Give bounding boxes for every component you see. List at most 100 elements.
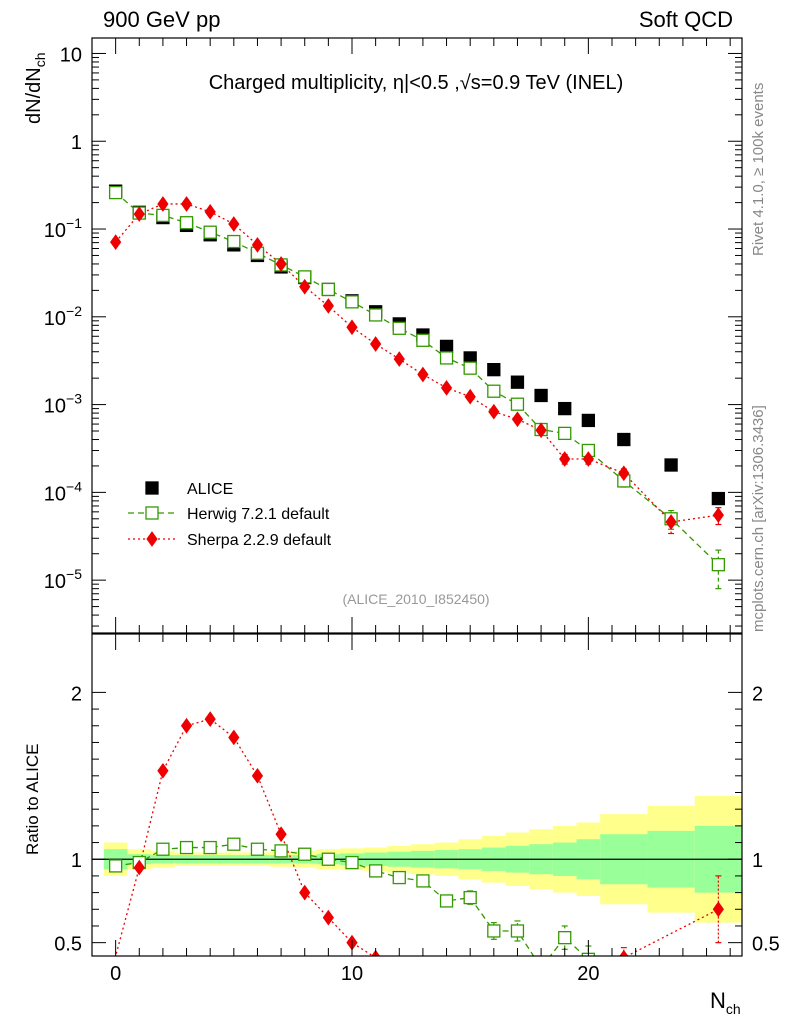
- sherpa-point: [712, 507, 724, 524]
- ratio-herwig-point: [510, 924, 525, 938]
- sherpa-point: [511, 411, 524, 428]
- ratio-series-layer: [108, 711, 724, 983]
- legend-label: Sherpa 2.2.9 default: [187, 532, 332, 549]
- legend: ALICE Herwig 7.2.1 default Sherpa 2.2.9 de…: [128, 481, 332, 549]
- sherpa-point: [618, 465, 630, 482]
- main-frame: [91, 37, 743, 634]
- y-axis-label: dN/dNch: [23, 53, 48, 125]
- main-series-layer: [108, 184, 726, 590]
- ratio-herwig-point: [274, 844, 288, 858]
- herwig-point: [203, 225, 217, 239]
- sherpa-point: [440, 380, 453, 396]
- x-axis-label: Nch: [710, 988, 741, 1017]
- legend-label: ALICE: [187, 481, 233, 498]
- y-tick-label: 10−2: [44, 303, 82, 330]
- ratio-y-axis-label: Ratio to ALICE: [23, 743, 42, 855]
- ratio-sherpa-point: [251, 767, 264, 784]
- herwig-point: [416, 333, 430, 347]
- ratio-herwig-point: [298, 847, 312, 861]
- ratio-herwig-point: [392, 870, 406, 885]
- herwig-point: [711, 558, 726, 572]
- ratio-frame: [91, 633, 743, 957]
- ratio-herwig-point: [156, 842, 170, 856]
- sherpa-point: [346, 319, 358, 336]
- ratio-y-tick-label-left: 1: [71, 850, 82, 872]
- sherpa-point: [180, 196, 193, 212]
- sherpa-point: [559, 451, 571, 467]
- ratio-sherpa-point: [394, 969, 404, 983]
- ratio-sherpa-point: [204, 711, 216, 727]
- ratio-herwig-point: [179, 840, 194, 855]
- alice-point: [439, 339, 454, 354]
- analysis-watermark: (ALICE_2010_I852450): [342, 591, 489, 607]
- herwig-point: [368, 308, 383, 322]
- sherpa-point: [228, 216, 240, 232]
- y-tick-label: 1: [71, 132, 82, 154]
- ratio-herwig-point: [487, 924, 501, 938]
- herwig-point: [392, 321, 406, 335]
- ratio-y-tick-label-right: 1: [752, 850, 763, 872]
- alice-point: [617, 432, 631, 447]
- herwig-point: [510, 397, 525, 411]
- ratio-sherpa-point: [180, 717, 193, 734]
- legend-herwig-marker: [145, 506, 159, 520]
- ratio-panel: 2 2 1 1 0.5 0.5 0 10 20 Ratio to ALICE Nch: [23, 633, 780, 1017]
- ratio-herwig-point: [321, 852, 336, 866]
- sherpa-point: [417, 366, 429, 383]
- herwig-point: [227, 234, 241, 249]
- ratio-sherpa-point: [157, 762, 169, 779]
- sherpa-point: [370, 336, 382, 352]
- legend-sherpa-marker: [146, 531, 158, 547]
- sherpa-point: [110, 234, 122, 250]
- herwig-point: [345, 295, 359, 309]
- sherpa-point: [299, 278, 311, 295]
- ratio-sherpa-point: [712, 901, 724, 918]
- ratio-herwig-point: [345, 855, 359, 870]
- sherpa-point: [157, 196, 169, 212]
- herwig-point: [487, 384, 501, 398]
- ratio-y-tick-label-left: 2: [71, 683, 82, 705]
- alice-point: [558, 401, 572, 416]
- sherpa-point: [322, 298, 334, 314]
- alice-point: [534, 388, 548, 403]
- herwig-point: [108, 185, 123, 200]
- legend-label: Herwig 7.2.1 default: [187, 506, 330, 523]
- ratio-herwig-point: [439, 894, 454, 908]
- ratio-herwig-point: [463, 890, 477, 905]
- y-tick-label: 10−4: [44, 478, 82, 505]
- x-tick-label: 20: [577, 963, 599, 985]
- sherpa-point: [535, 422, 547, 439]
- alice-point: [510, 375, 525, 389]
- ratio-herwig-point: [368, 864, 383, 878]
- ratio-sherpa-point: [133, 859, 145, 876]
- category-label: Soft QCD: [639, 7, 733, 32]
- ratio-sherpa-point: [322, 909, 334, 926]
- x-tick-label: 0: [110, 963, 121, 985]
- ratio-sherpa-point: [228, 729, 240, 746]
- ratio-herwig-point: [416, 874, 430, 888]
- sherpa-point: [275, 256, 287, 272]
- alice-point: [487, 363, 501, 377]
- alice-point: [711, 491, 726, 506]
- energy-label: 900 GeV pp: [103, 7, 220, 32]
- legend-alice-marker: [145, 481, 159, 495]
- rivet-version-text: Rivet 4.1.0, ≥ 100k events: [750, 83, 767, 256]
- series-line: [114, 718, 719, 956]
- alice-point: [664, 458, 678, 472]
- sherpa-point: [665, 514, 677, 530]
- ratio-y-tick-label-right: 2: [752, 683, 763, 705]
- alice-point: [581, 413, 596, 428]
- ratio-y-tick-label-left: 0.5: [54, 934, 82, 956]
- ratio-herwig-point: [227, 837, 241, 851]
- ratio-herwig-point: [558, 930, 572, 945]
- sherpa-point: [393, 351, 405, 367]
- ratio-herwig-point: [203, 840, 217, 855]
- sherpa-point: [464, 388, 476, 405]
- ratio-sherpa-point: [275, 826, 287, 843]
- ratio-sherpa-point: [619, 949, 629, 956]
- plot-title: Charged multiplicity, η|<0.5 ,√s=0.9 TeV…: [209, 72, 624, 94]
- ratio-sherpa-point: [299, 884, 311, 901]
- herwig-point: [179, 216, 194, 230]
- sherpa-point: [133, 206, 145, 222]
